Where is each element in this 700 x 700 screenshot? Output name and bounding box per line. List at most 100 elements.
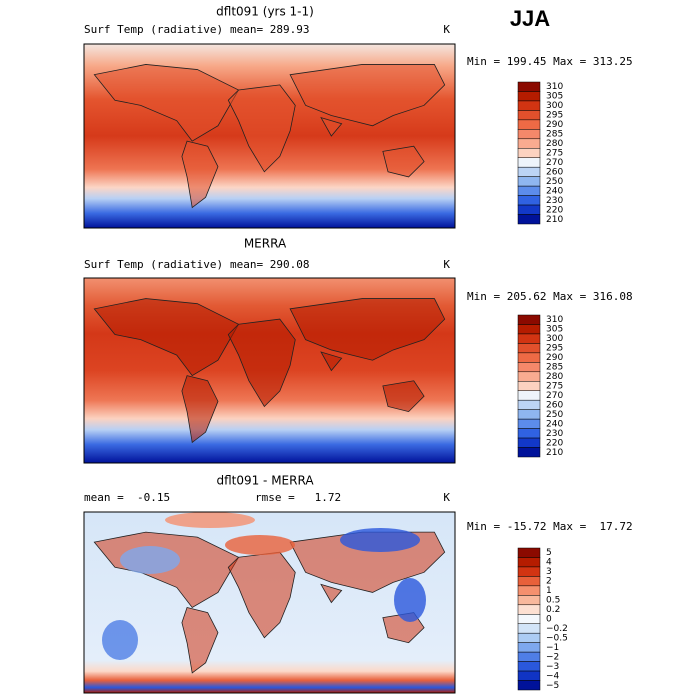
colorbar-label: 295 xyxy=(546,111,563,121)
colorbar-swatch xyxy=(517,437,541,448)
panel-title: dflt091 (yrs 1-1) xyxy=(216,5,314,19)
range-stat: Min = 205.62 Max = 316.08 xyxy=(467,290,633,303)
colorbar-swatch xyxy=(517,166,541,177)
season-label: JJA xyxy=(510,6,550,31)
anomaly-patch xyxy=(102,620,138,660)
colorbar-label: −5 xyxy=(546,681,559,691)
colorbar-label: 300 xyxy=(546,334,563,344)
colorbar-swatch xyxy=(517,585,541,596)
colorbar-label: 310 xyxy=(546,315,563,325)
anomaly-patch xyxy=(225,535,295,555)
panel-title: dflt091 - MERRA xyxy=(216,474,314,488)
colorbar-label: 280 xyxy=(546,139,563,149)
colorbar-label: 290 xyxy=(546,353,563,363)
colorbar-swatch xyxy=(517,381,541,391)
units: K xyxy=(443,491,450,504)
colorbar-swatch xyxy=(517,604,541,615)
colorbar-label: 260 xyxy=(546,400,563,410)
colorbar-label: −2 xyxy=(546,652,559,662)
colorbar-swatch xyxy=(517,148,541,158)
colorbar-swatch xyxy=(517,623,541,634)
colorbar-label: 240 xyxy=(546,419,563,429)
colorbar-swatch xyxy=(517,557,541,568)
colorbar-label: 3 xyxy=(546,567,552,577)
colorbar-swatch xyxy=(517,110,541,121)
colorbar-label: 285 xyxy=(546,363,563,373)
colorbar-label: 305 xyxy=(546,92,563,102)
colorbar-swatch xyxy=(517,176,541,187)
colorbar-swatch xyxy=(517,566,541,577)
continent xyxy=(320,116,343,137)
colorbar-label: 210 xyxy=(546,215,563,225)
continent xyxy=(320,351,343,372)
field-name: Surf Temp (radiative) xyxy=(84,258,223,271)
colorbar-swatch xyxy=(517,428,541,439)
range-stat: Min = -15.72 Max = 17.72 xyxy=(467,520,633,533)
colorbar-swatch xyxy=(517,576,541,587)
anomaly-patch xyxy=(165,512,255,528)
colorbar-swatch xyxy=(517,390,541,401)
colorbar-label: 240 xyxy=(546,186,563,196)
colorbar-swatch xyxy=(517,214,541,225)
colorbar-label: 305 xyxy=(546,325,563,335)
panel: dflt091 (yrs 1-1) Surf Temp (radiative) me… xyxy=(83,5,633,229)
colorbar-label: 250 xyxy=(546,410,563,420)
anomaly-patch xyxy=(394,578,426,622)
colorbar-swatch xyxy=(517,138,541,149)
colorbar-label: 0.2 xyxy=(546,605,560,615)
continent xyxy=(93,64,240,142)
mean-stat: mean= 289.93 xyxy=(230,23,309,36)
colorbar-swatch xyxy=(517,324,541,335)
continent xyxy=(181,140,219,209)
map-frame xyxy=(83,277,456,464)
continent xyxy=(227,318,296,408)
colorbar-swatch xyxy=(517,185,541,196)
panel: MERRA Surf Temp (radiative) mean= 290.08 K M… xyxy=(83,237,633,464)
colorbar-label: 0 xyxy=(546,615,552,625)
colorbar-label: 295 xyxy=(546,344,563,354)
colorbar-label: 310 xyxy=(546,82,563,92)
colorbar-swatch xyxy=(517,614,541,624)
colorbar-swatch xyxy=(517,204,541,215)
continent xyxy=(181,607,219,674)
colorbar-label: 270 xyxy=(546,158,563,168)
colorbar-label: 0.5 xyxy=(546,596,560,606)
continent xyxy=(227,84,296,173)
mean-stat: mean= 290.08 xyxy=(230,258,309,271)
colorbar-swatch xyxy=(517,371,541,382)
continent xyxy=(227,551,296,639)
colorbar-swatch xyxy=(517,399,541,410)
continent xyxy=(289,64,446,127)
colorbar-swatch xyxy=(517,91,541,102)
mean-stat: mean = -0.15 xyxy=(84,491,170,504)
panel: dflt091 - MERRA mean = -0.15 rmse = 1.72 K M… xyxy=(83,474,633,694)
colorbar-swatch xyxy=(517,547,541,558)
continent xyxy=(382,380,425,413)
colorbar-swatch xyxy=(517,100,541,111)
units: K xyxy=(443,258,450,271)
colorbar-label: 230 xyxy=(546,429,563,439)
colorbar-label: 2 xyxy=(546,577,552,587)
colorbar-swatch xyxy=(517,314,541,325)
colorbar-label: −0.2 xyxy=(546,624,568,634)
colorbar-label: 230 xyxy=(546,196,563,206)
continent xyxy=(382,145,425,178)
colorbar-swatch xyxy=(517,362,541,373)
colorbar-swatch xyxy=(517,343,541,354)
colorbar-swatch xyxy=(517,595,541,606)
colorbar-label: −1 xyxy=(546,643,559,653)
colorbar-label: 275 xyxy=(546,382,563,392)
colorbar-swatch xyxy=(517,661,541,672)
colorbar-swatch xyxy=(517,352,541,363)
colorbar-label: 1 xyxy=(546,586,552,596)
colorbar-label: 4 xyxy=(546,558,552,568)
colorbar-label: 250 xyxy=(546,177,563,187)
colorbar-label: 285 xyxy=(546,130,563,140)
colorbar-swatch xyxy=(517,632,541,643)
continent xyxy=(93,298,240,377)
colorbar-swatch xyxy=(517,409,541,420)
colorbar-label: −3 xyxy=(546,662,559,672)
colorbar-swatch xyxy=(517,447,541,458)
colorbar-label: −4 xyxy=(546,671,560,681)
